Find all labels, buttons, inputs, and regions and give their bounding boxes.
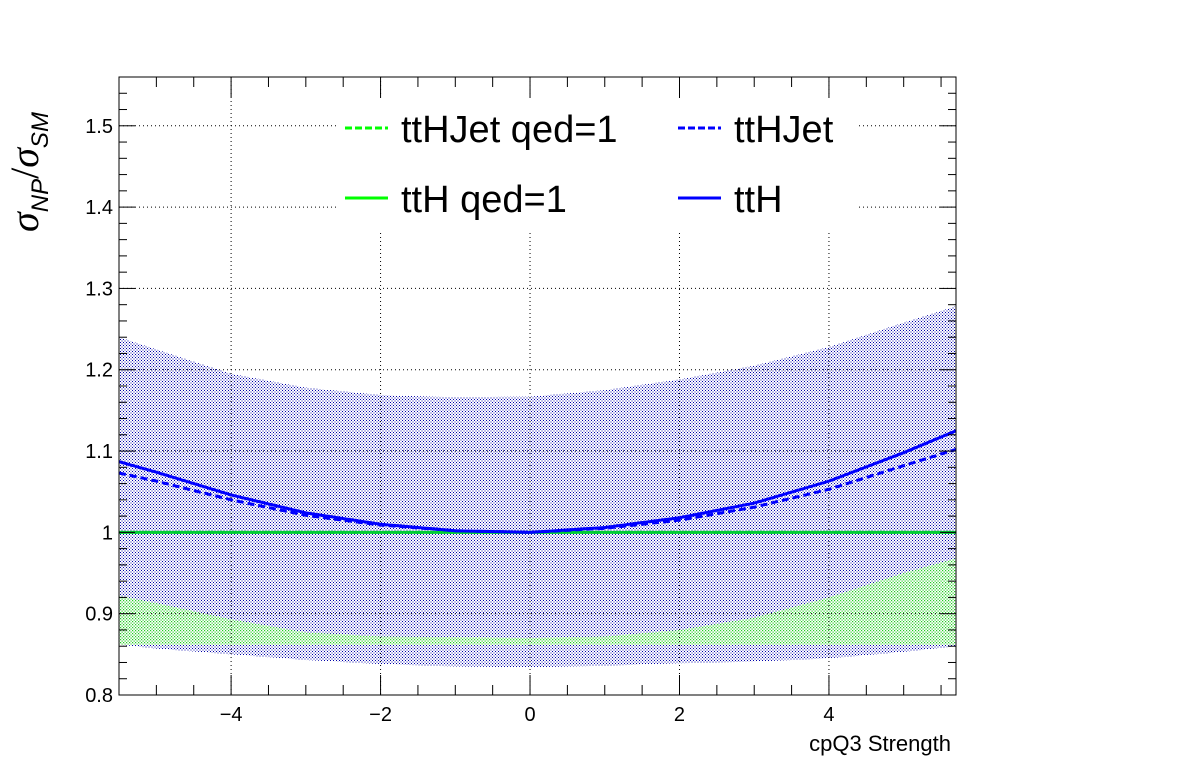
series-line-tthjet (118, 447, 957, 534)
legend-label: ttHJet qed=1 (401, 109, 618, 151)
axis-ticks (118, 76, 956, 696)
y-tick-label: 1.2 (85, 360, 113, 382)
y-tick-label: 1.1 (85, 441, 113, 463)
x-tick-label: 0 (524, 704, 535, 726)
series-lines (118, 429, 957, 534)
uncertainty-bands (119, 306, 956, 668)
y-tick-label: 0.8 (85, 685, 113, 707)
x-tick-label: 4 (823, 704, 834, 726)
x-axis-title: cpQ3 Strength (809, 731, 951, 756)
legend-label: ttH qed=1 (401, 179, 567, 221)
y-axis-slash: / (2, 167, 47, 179)
band-tth (119, 306, 956, 668)
grid (119, 77, 956, 696)
y-axis-sigma-2: σ (2, 147, 47, 168)
series-line-tth (118, 429, 957, 534)
y-tick-label: 1.4 (85, 197, 113, 219)
y-axis-sub-sm: SM (27, 112, 54, 148)
x-tick-label: −4 (220, 704, 243, 726)
y-axis-title: σNP/σSM (2, 112, 54, 232)
legend-label: ttH (734, 179, 783, 221)
legend-box (338, 100, 858, 233)
y-tick-label: 1 (102, 522, 113, 544)
x-tick-label: −2 (369, 704, 392, 726)
x-tick-label: 2 (674, 704, 685, 726)
legend-label: ttHJet (734, 109, 834, 151)
y-axis-sigma-1: σ (2, 211, 47, 232)
band-tth-qed-1 (119, 558, 956, 645)
legend: ttHJet qed=1 ttHJet ttH qed=1 ttH (345, 109, 834, 221)
y-axis-sub-np: NP (27, 179, 54, 212)
y-tick-label: 1.3 (85, 278, 113, 300)
y-tick-label: 0.9 (85, 604, 113, 626)
y-tick-label: 1.5 (85, 116, 113, 138)
tick-labels: −4 −2 0 2 4 0.8 0.9 1 1.1 1.2 1.3 1.4 1.5 (85, 116, 834, 726)
